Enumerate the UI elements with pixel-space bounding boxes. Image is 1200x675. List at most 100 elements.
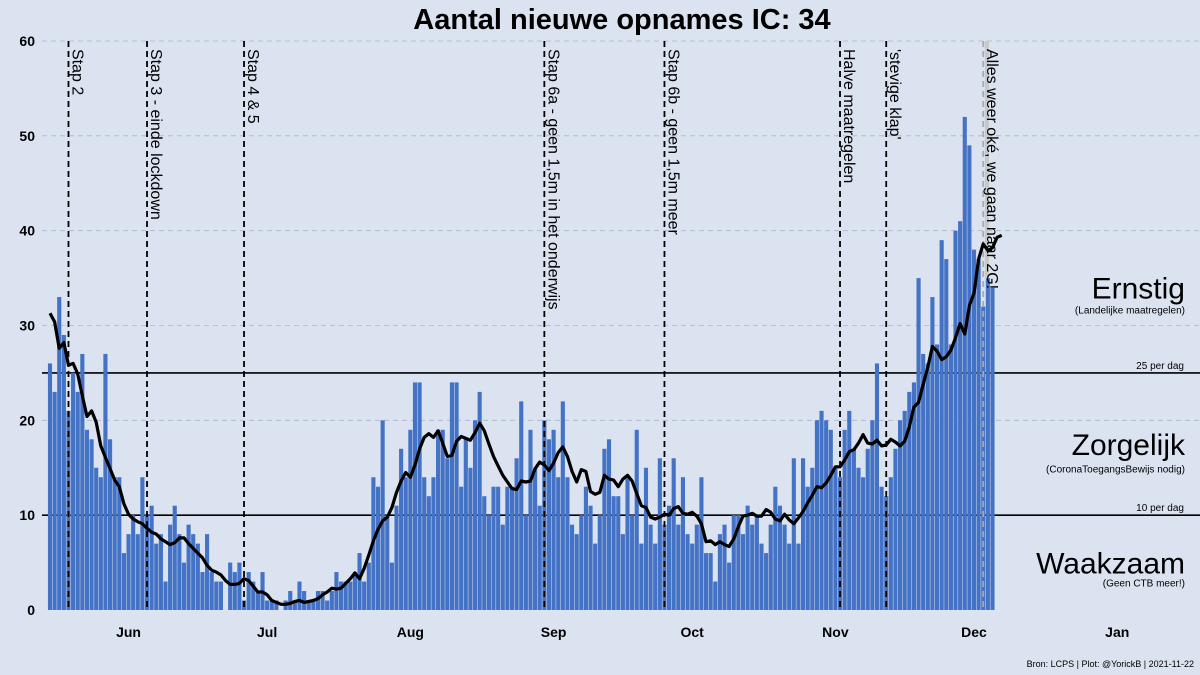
bar [639, 543, 644, 610]
bar [486, 515, 491, 610]
bar [856, 467, 861, 610]
threshold-label: 10 per dag [1136, 503, 1184, 514]
threshold-lines: 25 per dag 10 per dag [42, 361, 1200, 516]
bar [736, 515, 741, 610]
bar [385, 515, 390, 610]
bar [620, 534, 625, 610]
moving-average-series [48, 233, 1003, 606]
bar [731, 515, 736, 610]
bar [727, 562, 732, 610]
bar [630, 515, 635, 610]
bar [764, 553, 769, 610]
bar [703, 553, 709, 610]
bar [768, 524, 773, 610]
bar [408, 429, 413, 610]
bar [320, 591, 325, 610]
bar [533, 467, 538, 610]
chart-title: Aantal nieuwe opnames IC: 34 [413, 4, 830, 36]
bar [477, 391, 482, 610]
bar [810, 467, 815, 610]
bar [71, 372, 76, 610]
zone-title: Zorgelijk [1072, 429, 1186, 462]
bar [625, 477, 630, 610]
bar [177, 534, 182, 610]
bar [874, 363, 880, 610]
bar [440, 429, 445, 610]
event-label: Stap 6b - geen 1,5m meer [664, 49, 681, 236]
bar [560, 401, 565, 610]
bar [805, 486, 810, 610]
bar [888, 477, 893, 610]
bar [588, 505, 593, 610]
bar [491, 486, 496, 610]
bar [422, 477, 427, 610]
x-tick-label: Dec [961, 624, 987, 640]
bar [879, 486, 884, 610]
bar [297, 581, 302, 610]
bar [676, 524, 681, 610]
bar [255, 591, 260, 610]
bar [824, 420, 829, 610]
bar [463, 439, 468, 610]
bar [662, 524, 667, 610]
bar-series [47, 116, 995, 611]
x-tick-label: Nov [822, 624, 849, 640]
bar [981, 306, 986, 610]
bar [833, 467, 838, 610]
bar [565, 477, 570, 610]
bar [149, 505, 154, 610]
bar [865, 448, 870, 610]
x-tick-label: Jun [116, 624, 141, 640]
bar [902, 410, 907, 610]
bar [394, 505, 399, 610]
bar [750, 524, 755, 610]
zone-labels: Ernstig(Landelijke maatregelen) Zorgelijk… [1036, 273, 1186, 590]
bar [158, 534, 163, 610]
bar [898, 420, 903, 610]
moving-average-line [48, 233, 1003, 606]
source-credit: Bron: LCPS | Plot: @YorickB | 2021-11-22 [1027, 659, 1194, 669]
event-lines: Stap 2 Stap 3 - einde lockdown Stap 4 & 5 S… [67, 41, 1000, 610]
bar [380, 420, 385, 610]
bar [126, 534, 131, 610]
bar [722, 524, 727, 610]
bar [311, 600, 316, 610]
bar [352, 572, 357, 610]
bar [417, 382, 422, 610]
bar [851, 448, 856, 610]
bar [274, 600, 279, 610]
bar [528, 429, 533, 610]
bar [519, 401, 524, 610]
threshold-label: 25 per dag [1136, 361, 1184, 372]
bar [925, 363, 930, 610]
bar [168, 524, 173, 610]
x-axis-ticks: Jun Jul Aug Sep Oct Nov Dec Jan [116, 624, 1129, 640]
bar [334, 572, 339, 610]
bar [759, 543, 764, 610]
bar [916, 278, 921, 610]
bar [602, 448, 607, 610]
bar [657, 458, 662, 610]
bar [583, 486, 588, 610]
bar [339, 581, 344, 610]
bar [89, 439, 94, 610]
bar [796, 543, 801, 610]
bar [787, 543, 792, 610]
bar [61, 334, 66, 610]
bar [472, 420, 478, 610]
bar [671, 458, 676, 610]
bar [570, 524, 575, 610]
bar [546, 439, 552, 610]
y-tick-label: 0 [27, 602, 35, 618]
bar [990, 287, 995, 610]
bar [403, 477, 408, 610]
bar [214, 581, 219, 610]
bar [819, 410, 824, 610]
event-label: Halve maatregelen [840, 49, 857, 183]
zone-subtitle: (CoronaToegangsBewijs nodig) [1046, 465, 1185, 476]
bar [426, 496, 431, 610]
bar [154, 543, 159, 610]
bar [782, 524, 787, 610]
bar [777, 505, 783, 610]
bar [967, 145, 972, 611]
